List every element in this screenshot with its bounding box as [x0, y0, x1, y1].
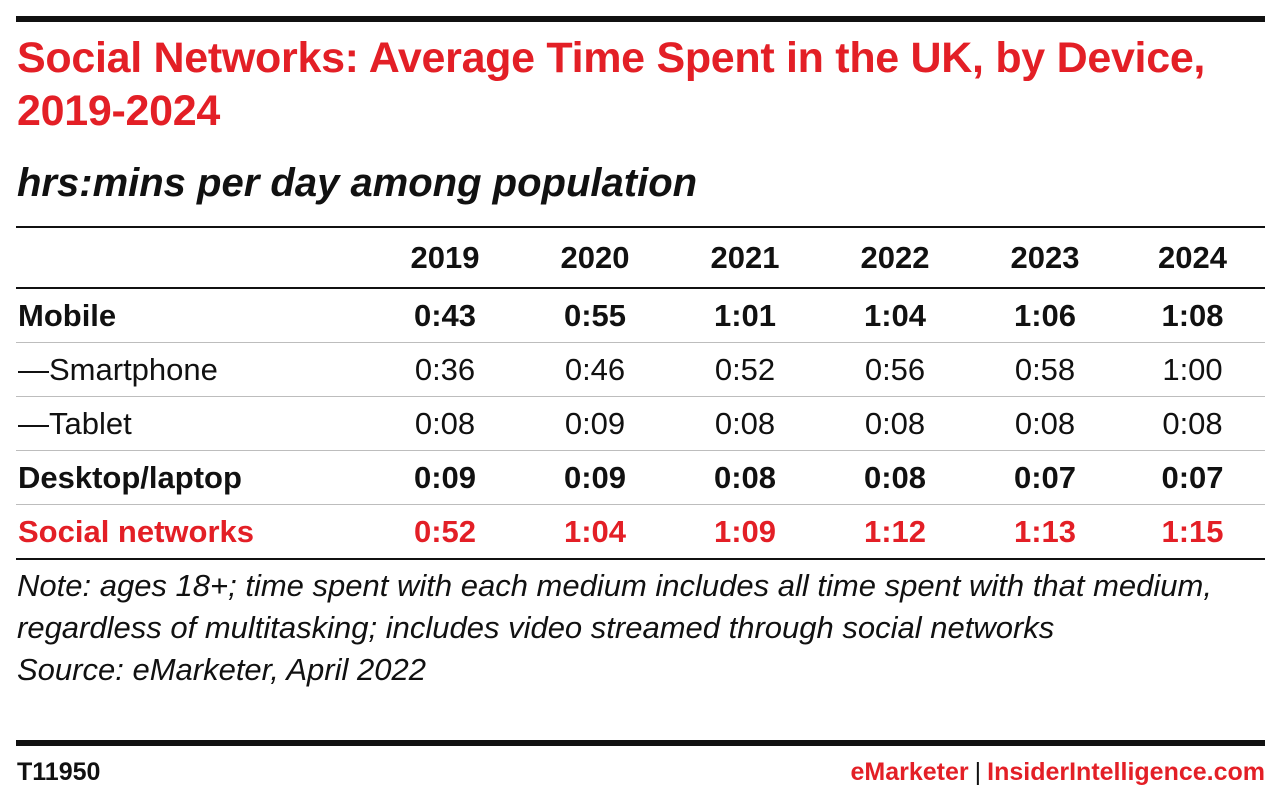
column-header: 2022 — [820, 229, 970, 289]
corner-cell — [16, 229, 370, 289]
data-cell: 0:08 — [713, 459, 777, 495]
data-cell: 0:58 — [1014, 351, 1076, 387]
brand-site-link[interactable]: InsiderIntelligence.com — [987, 758, 1265, 786]
chart-title: Social Networks: Average Time Spent in t… — [17, 34, 1206, 135]
subtitle-rule — [16, 226, 1265, 228]
bottom-rule — [16, 740, 1265, 746]
data-cell: 1:12 — [863, 513, 927, 549]
data-cell: 0:08 — [414, 405, 476, 441]
column-header: 2024 — [1120, 229, 1265, 289]
data-cell: 0:08 — [863, 459, 927, 495]
brand-block: eMarketer | InsiderIntelligence.com — [851, 757, 1266, 787]
table-row: Desktop/laptop 0:09 0:09 0:08 0:08 0:07 … — [16, 451, 1265, 505]
notes-block: Note: ages 18+; time spent with each med… — [17, 565, 1262, 691]
data-table: 2019 2020 2021 2022 2023 2024 Mobile 0:4… — [16, 229, 1265, 560]
column-header: 2019 — [370, 229, 520, 289]
table-row: —Smartphone 0:36 0:46 0:52 0:56 0:58 1:0… — [16, 343, 1265, 397]
data-cell: 0:56 — [864, 351, 926, 387]
brand-separator: | — [974, 758, 982, 786]
data-cell: 0:07 — [1161, 459, 1224, 495]
data-cell: 0:07 — [1013, 459, 1077, 495]
row-label: Desktop/laptop — [18, 459, 242, 495]
note-text: Note: ages 18+; time spent with each med… — [17, 568, 1212, 645]
data-cell: 0:09 — [563, 459, 627, 495]
data-cell: 1:04 — [563, 513, 627, 549]
data-cell: 0:08 — [1014, 405, 1076, 441]
brand-name: eMarketer — [850, 758, 969, 786]
data-cell: 0:08 — [714, 405, 776, 441]
table-row: —Tablet 0:08 0:09 0:08 0:08 0:08 0:08 — [16, 397, 1265, 451]
data-cell: 0:43 — [413, 297, 477, 333]
row-label: Social networks — [18, 513, 255, 549]
data-cell: 0:46 — [564, 351, 626, 387]
data-cell: 0:08 — [864, 405, 926, 441]
table-row-total: Social networks 0:52 1:04 1:09 1:12 1:13… — [16, 505, 1265, 559]
data-cell: 1:15 — [1161, 513, 1224, 549]
data-cell: 1:13 — [1013, 513, 1077, 549]
data-cell: 0:09 — [413, 459, 477, 495]
data-cell: 0:09 — [564, 405, 626, 441]
column-header: 2023 — [970, 229, 1120, 289]
data-cell: 0:36 — [414, 351, 476, 387]
source-text: Source: eMarketer, April 2022 — [17, 652, 426, 687]
column-header: 2021 — [670, 229, 820, 289]
row-label: —Tablet — [18, 405, 132, 441]
data-cell: 1:08 — [1161, 297, 1224, 333]
data-cell: 1:00 — [1162, 351, 1223, 387]
data-cell: 1:09 — [713, 513, 777, 549]
data-cell: 1:06 — [1013, 297, 1077, 333]
table-row: Mobile 0:43 0:55 1:01 1:04 1:06 1:08 — [16, 288, 1265, 343]
data-cell: 1:04 — [863, 297, 927, 333]
data-cell: 0:52 — [714, 351, 776, 387]
row-label: Mobile — [18, 297, 117, 333]
header-row: 2019 2020 2021 2022 2023 2024 — [16, 229, 1265, 289]
data-cell: 1:01 — [713, 297, 777, 333]
data-cell: 0:55 — [563, 297, 627, 333]
row-label: —Smartphone — [18, 351, 218, 387]
data-cell: 0:08 — [1162, 405, 1223, 441]
data-cell: 0:52 — [413, 513, 477, 549]
chart-id: T11950 — [17, 758, 101, 786]
chart-subtitle: hrs:mins per day among population — [17, 161, 698, 205]
top-rule — [16, 16, 1265, 22]
column-header: 2020 — [520, 229, 670, 289]
